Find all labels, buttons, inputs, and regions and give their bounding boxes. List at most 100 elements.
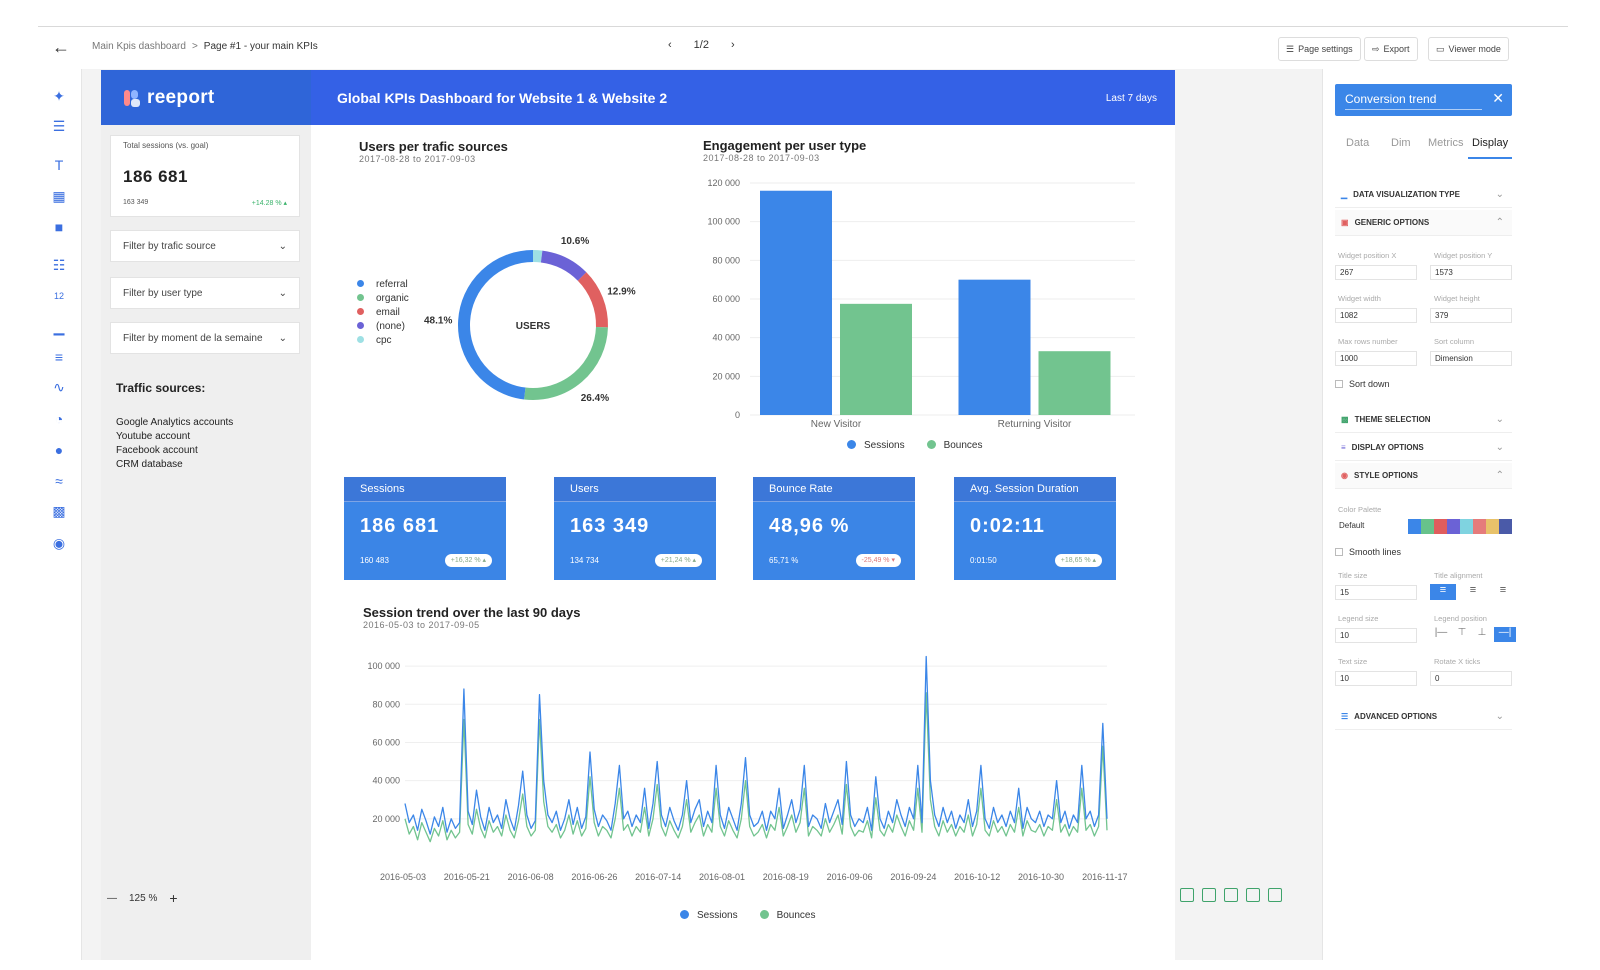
tab-metrics[interactable]: Metrics	[1428, 137, 1464, 149]
pie-slice-organic[interactable]	[524, 326, 608, 400]
legend-left-icon[interactable]: |—	[1434, 627, 1448, 638]
width-input[interactable]: 1082	[1335, 308, 1417, 323]
legend-right-icon[interactable]: —|	[1494, 627, 1516, 642]
line-legend-item[interactable]: Bounces	[759, 910, 816, 921]
checkbox-box[interactable]	[1335, 380, 1343, 388]
pos-y-input[interactable]: 1573	[1430, 265, 1512, 280]
zoom-out-button[interactable]: —	[107, 892, 117, 904]
tab-dim[interactable]: Dim	[1391, 137, 1411, 149]
magic-wand-icon[interactable]: ✦	[53, 87, 65, 104]
layout-align-icon[interactable]	[1224, 888, 1238, 902]
prev-page-icon[interactable]: ‹	[668, 39, 672, 51]
table-icon[interactable]: ☷	[52, 256, 66, 273]
kpi-tile-sessions[interactable]: Sessions 186 681 160 483 +16,32 % ▴	[344, 477, 506, 580]
zoom-level: 125 %	[129, 892, 158, 904]
grid-icon[interactable]: ▩	[52, 502, 66, 519]
pie-legend-item[interactable]: email	[357, 306, 409, 320]
tab-data[interactable]: Data	[1346, 137, 1370, 149]
breadcrumb-dashboard[interactable]: Main Kpis dashboard	[92, 41, 186, 52]
pie-value-label: 10.6%	[561, 236, 589, 247]
filter-user-type[interactable]: Filter by user type ⌄	[110, 277, 300, 309]
text-icon[interactable]: T	[54, 157, 64, 173]
pie-slice-referral[interactable]	[458, 250, 534, 400]
filter-trafic-source[interactable]: Filter by trafic source ⌄	[110, 230, 300, 262]
list-icon[interactable]: ≡	[54, 349, 64, 365]
pie-slice-none[interactable]	[540, 250, 587, 281]
bubble-icon[interactable]: ●	[54, 442, 64, 458]
layout-front-icon[interactable]	[1180, 888, 1194, 902]
text-size-input[interactable]: 10	[1335, 671, 1417, 686]
section-advanced[interactable]: ☰ ADVANCED OPTIONS ⌄	[1335, 704, 1512, 730]
pie-legend-item[interactable]: referral	[357, 278, 409, 292]
kpi-value: 186 681	[123, 167, 188, 186]
pie-legend-item[interactable]: cpc	[357, 334, 409, 348]
pie-chart-title-block: Users per trafic sources 2017-08-28 to 2…	[359, 139, 508, 164]
sort-down-checkbox[interactable]: Sort down	[1335, 379, 1390, 389]
section-style[interactable]: ◉ STYLE OPTIONS ⌃	[1335, 463, 1512, 489]
kpi-tile-users[interactable]: Users 163 349 134 734 +21,24 % ▴	[554, 477, 716, 580]
viewer-mode-button[interactable]: ▭ Viewer mode	[1428, 37, 1509, 61]
pie-slice-cpc[interactable]	[532, 250, 543, 263]
palette-swatches[interactable]	[1408, 519, 1512, 534]
kpi-tile-change: -25,49 % ▾	[855, 554, 901, 567]
bar-sessions-0[interactable]	[760, 190, 832, 415]
smooth-lines-checkbox[interactable]: Smooth lines	[1335, 547, 1401, 557]
globe-icon[interactable]: ◉	[52, 534, 66, 551]
line-series-sessions[interactable]	[404, 655, 1108, 835]
section-theme[interactable]: ▩ THEME SELECTION ⌄	[1335, 407, 1512, 433]
align-center-icon[interactable]: ≡	[1469, 584, 1477, 596]
bar-legend-item[interactable]: Bounces	[926, 440, 983, 451]
pie-chart-icon[interactable]: ◔	[54, 411, 64, 427]
legend-size-input[interactable]: 10	[1335, 628, 1417, 643]
checkbox-box[interactable]	[1335, 548, 1343, 556]
page-settings-button[interactable]: ☰ Page settings	[1278, 37, 1361, 61]
rotate-input[interactable]: 0	[1430, 671, 1512, 686]
bar-chart-icon[interactable]: ▁	[53, 318, 65, 335]
title-size-input[interactable]: 15	[1335, 585, 1417, 600]
pie-legend-item[interactable]: (none)	[357, 320, 409, 334]
period-label[interactable]: Last 7 days	[1105, 93, 1157, 104]
section-display[interactable]: ≡ DISPLAY OPTIONS ⌄	[1335, 435, 1512, 461]
pie-legend-item[interactable]: organic	[357, 292, 409, 306]
filter-icon[interactable]: ☰	[52, 117, 66, 134]
pos-x-input[interactable]: 267	[1335, 265, 1417, 280]
bar-bounces-0[interactable]	[840, 303, 912, 415]
pie-slice-email[interactable]	[577, 272, 608, 328]
filter-moment[interactable]: Filter by moment de la semaine ⌄	[110, 322, 300, 354]
sortcol-select[interactable]: Dimension	[1430, 351, 1512, 366]
area-chart-icon[interactable]: ≈	[55, 473, 63, 489]
align-left-icon[interactable]: ≡	[1430, 584, 1456, 600]
image-icon[interactable]: ▦	[52, 187, 66, 204]
line-legend-item[interactable]: Sessions	[680, 910, 738, 921]
bar-bounces-1[interactable]	[1038, 351, 1111, 415]
total-sessions-card[interactable]: Total sessions (vs. goal) 186 681 163 34…	[110, 135, 300, 217]
legend-top-icon[interactable]: ⊤	[1457, 627, 1467, 638]
number-icon[interactable]: 12	[53, 291, 64, 301]
section-dataviz[interactable]: ▁ DATA VISUALIZATION TYPE ⌄	[1335, 182, 1512, 208]
back-arrow-icon[interactable]: ←	[52, 37, 70, 57]
section-generic[interactable]: ▣ GENERIC OPTIONS ⌃	[1335, 210, 1512, 236]
layout-back-icon[interactable]	[1202, 888, 1216, 902]
filter-label: Filter by trafic source	[123, 241, 216, 252]
kpi-tile-avg-duration[interactable]: Avg. Session Duration 0:02:11 0:01:50 +1…	[954, 477, 1116, 580]
line-chart-icon[interactable]: ∿	[53, 378, 65, 395]
zoom-in-button[interactable]: +	[169, 890, 178, 906]
layout-grid-icon[interactable]	[1268, 888, 1282, 902]
close-icon[interactable]: ✕	[1492, 90, 1504, 106]
widget-title-input[interactable]: Conversion trend ✕	[1335, 84, 1512, 116]
layout-distribute-icon[interactable]	[1246, 888, 1260, 902]
tab-display[interactable]: Display	[1472, 137, 1509, 149]
bar-legend-item[interactable]: Sessions	[847, 440, 905, 451]
next-page-icon[interactable]: ›	[730, 39, 735, 51]
legend-bottom-icon[interactable]: ⊥	[1477, 627, 1487, 638]
maxrows-input[interactable]: 1000	[1335, 351, 1417, 366]
line-series-bounces[interactable]	[404, 692, 1108, 843]
kpi-tile-bounce-rate[interactable]: Bounce Rate 48,96 % 65,71 % -25,49 % ▾	[753, 477, 915, 580]
export-button[interactable]: ⇨ Export	[1364, 37, 1418, 61]
height-input[interactable]: 379	[1430, 308, 1512, 323]
palette-select[interactable]: Default	[1335, 519, 1405, 534]
x-tick-label: New Visitor	[811, 419, 862, 430]
shape-icon[interactable]: ■	[54, 219, 64, 235]
bar-sessions-1[interactable]	[958, 279, 1031, 415]
align-right-icon[interactable]: ≡	[1499, 584, 1507, 596]
